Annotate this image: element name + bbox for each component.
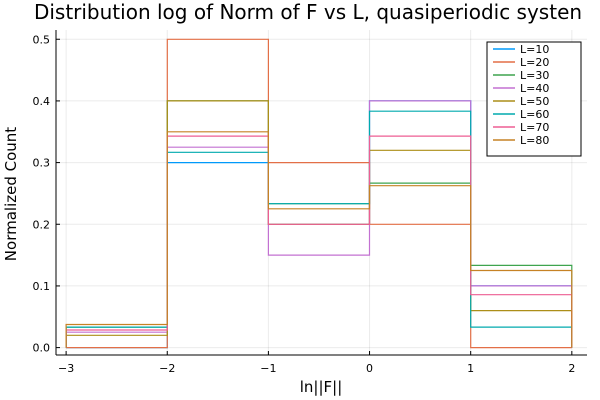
y-tick-label: 0.4: [33, 95, 51, 108]
legend-entry-label: L=30: [520, 69, 549, 82]
series-line: [65, 110, 573, 348]
legend-entry-label: L=60: [520, 108, 549, 121]
legend-entry-label: L=20: [520, 56, 549, 69]
y-tick-label: 0.2: [33, 218, 51, 231]
axes: −3 −2 −1 0 1 2 0.0 0.1 0.2 0.3 0.4 0.5: [33, 30, 587, 375]
series-line: [65, 131, 573, 348]
y-tick-label: 0.3: [33, 157, 51, 170]
x-tick-label: 2: [568, 362, 575, 375]
legend-entry-label: L=10: [520, 43, 549, 56]
x-tick-label: 1: [467, 362, 474, 375]
x-tick-label: 0: [366, 362, 373, 375]
y-tick-label: 0.5: [33, 33, 51, 46]
y-tick-label: 0.1: [33, 280, 51, 293]
chart-title: Distribution log of Norm of F vs L, quas…: [34, 0, 582, 24]
series-line: [65, 100, 573, 348]
x-axis-label: ln||F||: [300, 378, 343, 396]
x-tick-label: −2: [159, 362, 175, 375]
series-line: [65, 135, 573, 348]
plot-area: [65, 38, 573, 349]
x-tick-label: −3: [58, 362, 74, 375]
legend-entry-label: L=50: [520, 95, 549, 108]
y-tick-label: 0.0: [33, 342, 51, 355]
legend-entry-label: L=40: [520, 82, 549, 95]
legend-box: [486, 41, 582, 157]
x-tick-label: −1: [260, 362, 276, 375]
y-axis-label: Normalized Count: [2, 127, 20, 261]
legend-entry-label: L=70: [520, 121, 549, 134]
legend-entry-label: L=80: [520, 134, 549, 147]
legend: L=10L=20L=30L=40L=50L=60L=70L=80: [486, 41, 582, 157]
